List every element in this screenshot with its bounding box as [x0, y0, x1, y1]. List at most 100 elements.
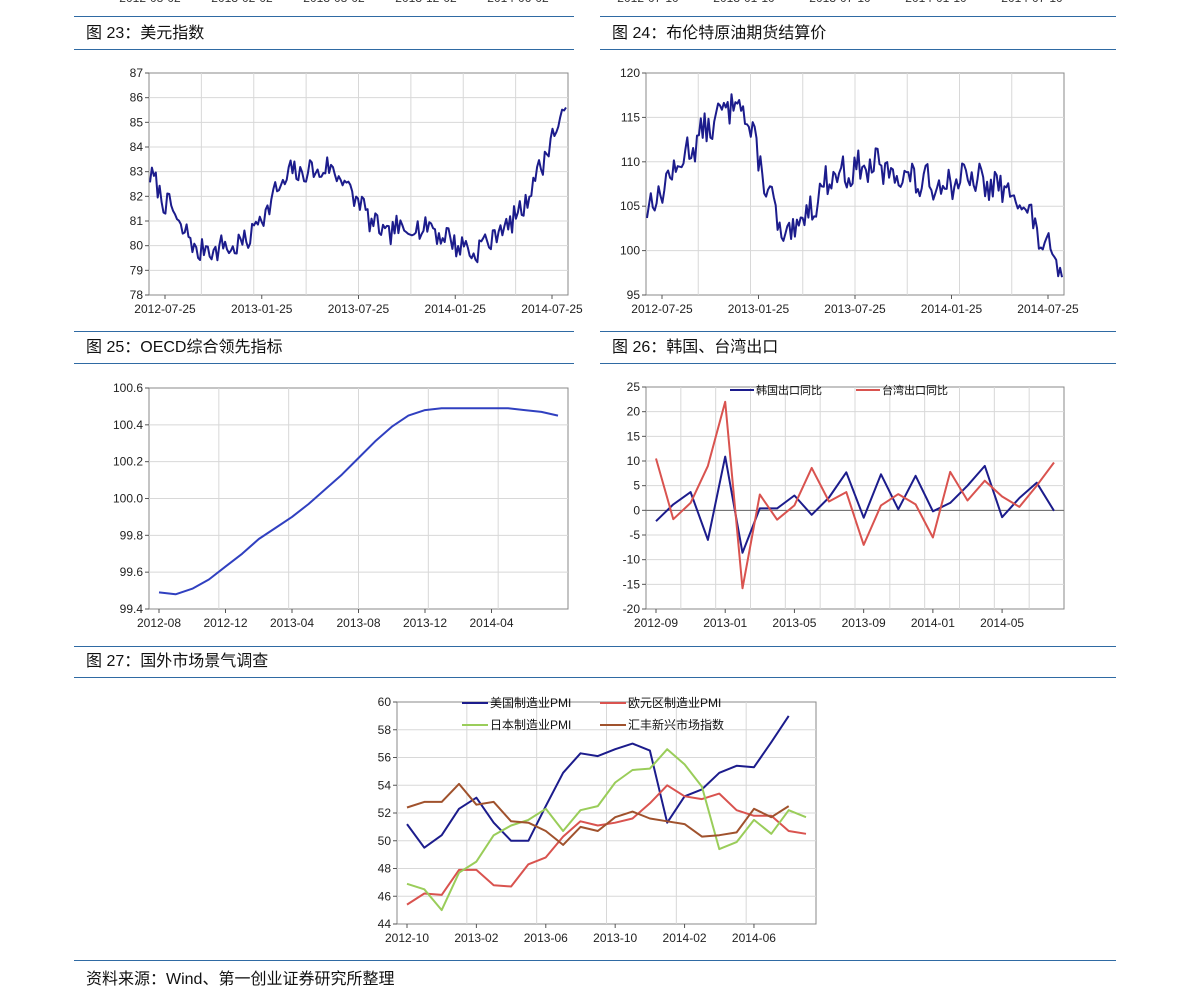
y-tick-label: 44: [378, 917, 392, 931]
series-line: [158, 407, 559, 596]
y-tick-label: 100.6: [113, 381, 143, 395]
y-tick-label: 120: [620, 66, 640, 80]
usd-index-chart: 78 79 80 81 82 83 84 85 86 87 2012-07-25 2013-01-25…: [130, 66, 583, 316]
legend-label: 汇丰新兴市场指数: [628, 717, 724, 732]
y-tick-label: 100.2: [113, 455, 143, 469]
y-tick-label: -10: [623, 553, 641, 567]
y-tick-label: 84: [130, 140, 144, 154]
korea-taiwan-exports-chart: -20 -15 -10 -5 0 5 10 15 20 25 2012-09 2013-01 2013-…: [623, 380, 1065, 630]
y-tick-label: 99.6: [120, 565, 144, 579]
y-tick-label: 81: [130, 214, 144, 228]
y-tick-label: 83: [130, 165, 144, 179]
legend-label: 日本制造业PMI: [490, 718, 571, 732]
x-tick-label: 2012-10: [385, 931, 429, 945]
x-tick-label: 2013-06: [524, 931, 568, 945]
top-partial-tick-row: 2012-08-02 2013-02-02 2013-08-02 2013-12-02…: [119, 0, 1063, 5]
x-tick-label: 2013-01: [703, 616, 747, 630]
y-tick-label: 50: [378, 834, 392, 848]
top-tick-label: 2013-07-10: [809, 0, 871, 5]
x-tick-label: 2013-09: [842, 616, 886, 630]
y-tick-label: 85: [130, 115, 144, 129]
y-tick-label: 115: [621, 110, 640, 124]
top-tick-label: 2012-08-02: [119, 0, 181, 5]
figure-26-caption: 图 26：韩国、台湾出口: [612, 339, 779, 356]
series-line: [655, 455, 1055, 554]
y-tick-label: 52: [378, 806, 392, 820]
x-tick-label: 2014-01: [911, 616, 955, 630]
section-rule: [600, 363, 1116, 364]
series-line: [406, 782, 790, 846]
y-tick-label: -15: [623, 577, 641, 591]
y-tick-label: 82: [130, 189, 144, 203]
x-tick-label: 2013-04: [270, 616, 314, 630]
x-tick-label: 2013-08: [336, 616, 380, 630]
figure-27-caption: 图 27：国外市场景气调查: [86, 653, 269, 670]
x-tick-label: 2013-05: [772, 616, 816, 630]
y-tick-label: 100: [620, 244, 640, 258]
y-tick-label: 95: [627, 288, 641, 302]
x-tick-label: 2013-01-25: [728, 302, 790, 316]
y-tick-label: 60: [378, 695, 392, 709]
x-tick-label: 2014-07-25: [1017, 302, 1079, 316]
y-tick-label: 100.4: [113, 418, 143, 432]
figure-24-caption: 图 24：布伦特原油期货结算价: [612, 25, 827, 42]
y-tick-label: 46: [378, 889, 392, 903]
x-tick-label: 2012-07-25: [631, 302, 693, 316]
y-tick-label: 86: [130, 91, 144, 105]
y-tick-label: 20: [627, 405, 641, 419]
section-rule: [74, 363, 574, 364]
legend-label: 美国制造业PMI: [490, 696, 571, 710]
section-rule: [74, 49, 574, 50]
top-tick-label: 2013-02-02: [211, 0, 273, 5]
y-tick-label: 78: [130, 288, 144, 302]
x-tick-label: 2014-01-25: [425, 302, 487, 316]
y-tick-label: -20: [623, 602, 641, 616]
brent-oil-chart: 95 100 105 110 115 120 2012-07-25 2013-01-25 201…: [620, 66, 1079, 316]
y-tick-label: 100.0: [113, 492, 143, 506]
x-tick-label: 2012-12: [203, 616, 247, 630]
section-rule: [74, 646, 1116, 647]
x-tick-label: 2013-10: [593, 931, 637, 945]
x-tick-label: 2013-07-25: [328, 302, 390, 316]
y-tick-label: 99.4: [120, 602, 144, 616]
oecd-leading-indicator-chart: 99.4 99.6 99.8 100.0 100.2 100.4 100.6 2012-08 2…: [113, 381, 569, 630]
top-tick-label: 2013-12-02: [395, 0, 457, 5]
top-tick-label: 2013-08-02: [303, 0, 365, 5]
section-rule: [74, 331, 574, 332]
x-tick-label: 2014-01-25: [921, 302, 983, 316]
series-line: [655, 400, 1055, 590]
x-tick-label: 2013-12: [403, 616, 447, 630]
x-tick-label: 2013-07-25: [824, 302, 886, 316]
y-tick-label: 99.8: [120, 528, 144, 542]
pmi-survey-chart: 44 46 48 50 52 54 56 58 60 2012-10 2013-02 2013-06 2…: [378, 695, 817, 945]
y-tick-label: 5: [633, 479, 640, 493]
x-tick-label: 2012-07-25: [134, 302, 196, 316]
x-tick-label: 2014-04: [469, 616, 513, 630]
y-tick-label: 15: [627, 429, 641, 443]
top-tick-label: 2012-07-10: [617, 0, 679, 5]
y-tick-label: 25: [627, 380, 641, 394]
y-tick-label: 105: [620, 199, 640, 213]
x-tick-label: 2014-05: [980, 616, 1024, 630]
legend-label: 韩国出口同比: [756, 383, 822, 397]
y-tick-label: 0: [633, 503, 640, 517]
top-tick-label: 2014-07-10: [1001, 0, 1063, 5]
y-tick-label: 56: [378, 751, 392, 765]
series-line: [149, 106, 567, 264]
x-tick-label: 2013-02: [454, 931, 498, 945]
y-tick-label: 80: [130, 239, 144, 253]
figure-25-caption: 图 25：OECD综合领先指标: [86, 339, 283, 356]
x-tick-label: 2014-07-25: [521, 302, 583, 316]
section-rule: [74, 16, 574, 17]
y-tick-label: 54: [378, 778, 392, 792]
legend-label: 台湾出口同比: [882, 383, 948, 397]
y-tick-label: 48: [378, 862, 392, 876]
series-line: [406, 715, 790, 849]
legend-label: 欧元区制造业PMI: [628, 696, 721, 710]
section-rule: [600, 16, 1116, 17]
x-tick-label: 2014-02: [663, 931, 707, 945]
top-tick-label: 2014-01-10: [905, 0, 967, 5]
x-tick-label: 2014-06: [732, 931, 776, 945]
figure-23-caption: 图 23：美元指数: [86, 25, 205, 42]
x-tick-label: 2012-09: [634, 616, 678, 630]
